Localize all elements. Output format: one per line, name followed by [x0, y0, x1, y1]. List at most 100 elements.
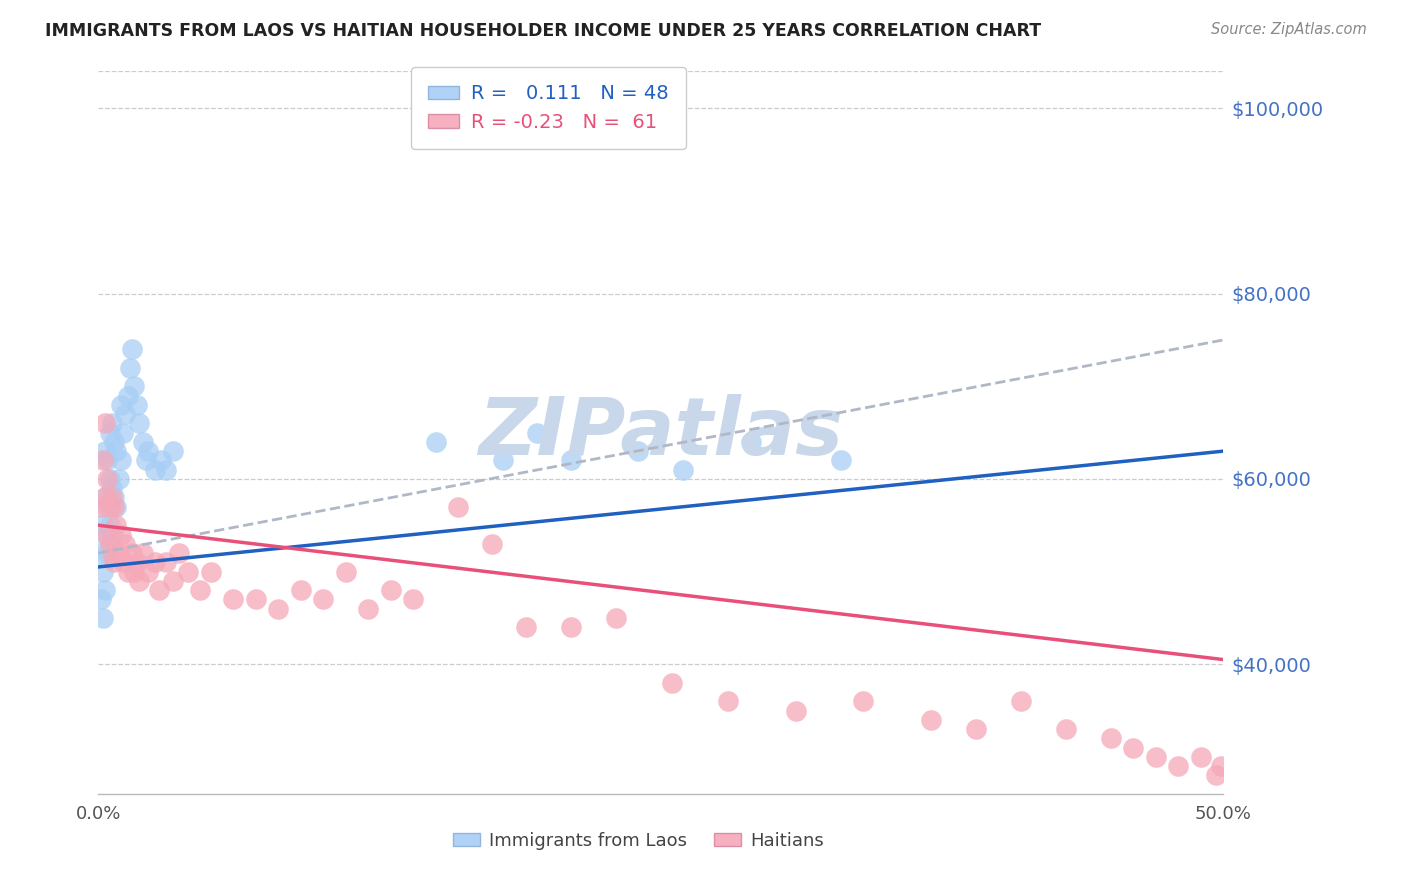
Point [188, 583, 211, 598]
Point [94, 583, 117, 598]
Point [162, 444, 184, 458]
Point [112, 555, 135, 569]
Point [110, 398, 132, 412]
Point [103, 555, 125, 569]
Point [94, 491, 117, 505]
Point [605, 611, 627, 625]
Point [121, 546, 143, 560]
Point [128, 574, 150, 588]
Point [91, 611, 114, 625]
Point [98, 472, 121, 486]
Point [627, 444, 650, 458]
Point [101, 527, 124, 541]
Point [118, 360, 141, 375]
Point [103, 500, 125, 514]
Point [90, 500, 112, 514]
Point [132, 546, 155, 560]
Point [114, 537, 136, 551]
Text: ZIPatlas: ZIPatlas [478, 393, 844, 472]
Point [222, 592, 245, 607]
Point [245, 592, 267, 607]
Point [98, 500, 121, 514]
Point [1099, 731, 1122, 746]
Point [136, 444, 159, 458]
Point [150, 453, 173, 467]
Point [162, 574, 184, 588]
Point [1054, 722, 1077, 736]
Point [110, 527, 132, 541]
Point [526, 425, 548, 440]
Point [1010, 694, 1032, 708]
Point [402, 592, 425, 607]
Point [98, 537, 121, 551]
Point [447, 500, 470, 514]
Point [103, 434, 125, 449]
Point [103, 491, 125, 505]
Point [121, 343, 143, 357]
Point [290, 583, 312, 598]
Point [148, 583, 170, 598]
Point [96, 472, 118, 486]
Point [785, 704, 807, 718]
Point [105, 518, 128, 533]
Point [1122, 740, 1144, 755]
Point [267, 601, 290, 615]
Text: Source: ZipAtlas.com: Source: ZipAtlas.com [1211, 22, 1367, 37]
Point [560, 453, 582, 467]
Point [94, 417, 117, 431]
Point [90, 546, 112, 560]
Point [200, 565, 222, 579]
Point [124, 379, 146, 393]
Point [96, 546, 118, 560]
Point [661, 675, 683, 690]
Point [1209, 759, 1232, 773]
Point [101, 491, 124, 505]
Point [98, 518, 121, 533]
Point [920, 713, 942, 727]
Point [117, 565, 139, 579]
Point [90, 592, 112, 607]
Point [96, 500, 118, 514]
Point [98, 425, 121, 440]
Point [124, 565, 146, 579]
Point [143, 463, 166, 477]
Point [101, 481, 124, 495]
Point [112, 425, 135, 440]
Point [107, 472, 129, 486]
Point [105, 500, 128, 514]
Point [136, 565, 159, 579]
Point [107, 546, 129, 560]
Point [155, 555, 177, 569]
Point [357, 601, 380, 615]
Point [515, 620, 537, 634]
Point [94, 444, 117, 458]
Point [125, 555, 148, 569]
Point [335, 565, 357, 579]
Point [91, 565, 114, 579]
Point [1205, 768, 1227, 782]
Point [965, 722, 987, 736]
Point [169, 546, 191, 560]
Point [717, 694, 740, 708]
Point [560, 620, 582, 634]
Point [94, 491, 117, 505]
Legend: Immigrants from Laos, Haitians: Immigrants from Laos, Haitians [446, 825, 831, 857]
Point [1189, 749, 1212, 764]
Point [492, 453, 515, 467]
Point [105, 444, 128, 458]
Point [101, 417, 124, 431]
Point [830, 453, 852, 467]
Point [132, 434, 155, 449]
Point [1167, 759, 1189, 773]
Point [481, 537, 503, 551]
Point [91, 518, 114, 533]
Point [101, 546, 124, 560]
Point [177, 565, 200, 579]
Point [155, 463, 177, 477]
Point [135, 453, 157, 467]
Point [143, 555, 166, 569]
Point [96, 527, 118, 541]
Point [128, 417, 150, 431]
Point [1144, 749, 1167, 764]
Point [96, 453, 118, 467]
